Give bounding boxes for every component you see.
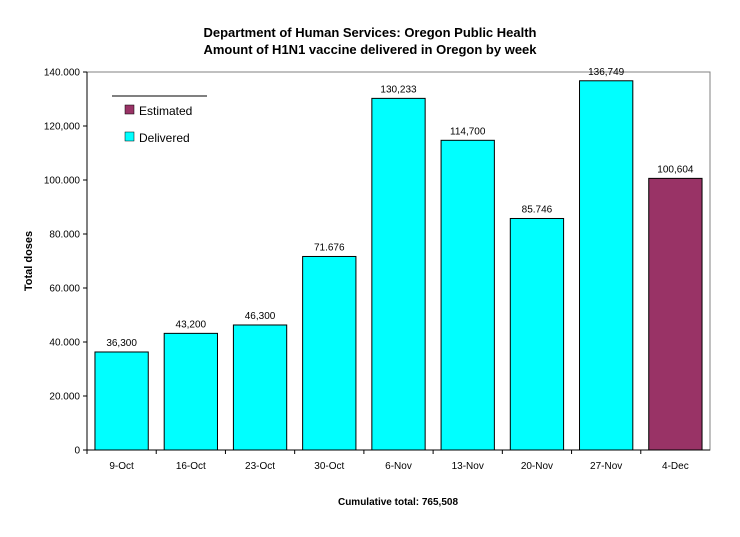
y-tick-label: 0 (74, 446, 80, 457)
y-tick-label: 140.000 (44, 68, 81, 79)
bar-6-Nov (371, 97, 426, 451)
y-tick-label: 100.000 (44, 176, 81, 187)
legend-swatch-delivered (124, 131, 135, 142)
x-tick-label: 16-Oct (176, 461, 206, 472)
data-label: 43,200 (176, 319, 207, 330)
y-tick-label: 120,000 (44, 122, 81, 133)
bar-9-Oct (94, 351, 149, 451)
x-tick-label: 27-Nov (590, 461, 622, 472)
legend: Estimated Delivered (112, 95, 207, 145)
y-tick-label: 80.000 (49, 230, 80, 241)
x-tick-label: 20-Nov (521, 461, 553, 472)
legend-label-delivered: Delivered (139, 131, 190, 145)
bar-20-Nov (509, 217, 565, 451)
chart-title: Department of Human Services: Oregon Pub… (203, 25, 537, 40)
x-tick-label: 4-Dec (662, 461, 689, 472)
legend-label-estimated: Estimated (139, 104, 192, 118)
data-label: 85.746 (522, 204, 553, 215)
chart-subtitle: Amount of H1N1 vaccine delivered in Oreg… (203, 42, 537, 57)
y-tick-label: 40.000 (49, 338, 80, 349)
bar-13-Nov (440, 139, 495, 451)
data-label: 114,700 (450, 126, 486, 137)
x-tick-label: 30-Oct (314, 461, 344, 472)
data-label: 136,749 (588, 67, 625, 78)
y-tick-label: 20.000 (49, 392, 80, 403)
bar-16-Oct (163, 332, 218, 451)
y-tick-label: 60.000 (49, 284, 80, 295)
data-label: 46,300 (245, 311, 276, 322)
y-axis-title: Total doses (23, 231, 35, 291)
data-label: 36,300 (106, 338, 137, 349)
bar-30-Oct (302, 255, 357, 451)
bar-23-Oct (232, 324, 288, 451)
cumulative-total: Cumulative total: 765,508 (338, 497, 458, 508)
data-label: 130,233 (380, 84, 417, 95)
data-label: 71.676 (314, 242, 345, 253)
x-tick-label: 9-Oct (109, 461, 134, 472)
data-label: 100,604 (657, 164, 694, 175)
bar-27-Nov (579, 80, 634, 451)
x-tick-label: 13-Nov (452, 461, 484, 472)
x-tick-label: 23-Oct (245, 461, 275, 472)
legend-swatch-estimated (124, 104, 135, 115)
x-tick-label: 6-Nov (385, 461, 412, 472)
bar-4-Dec (648, 177, 703, 451)
